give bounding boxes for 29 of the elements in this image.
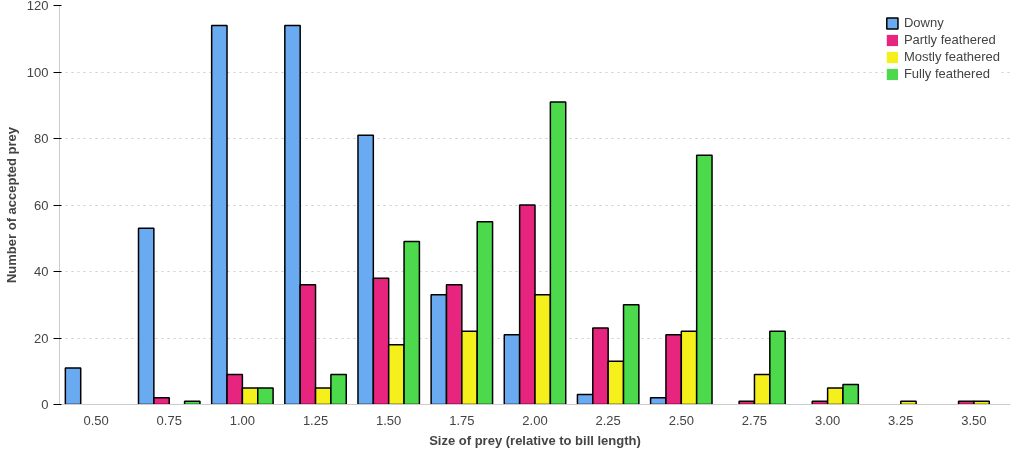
x-tick-label: 2.75 — [741, 412, 768, 428]
bar — [183, 400, 201, 405]
y-tick-label: 100 — [26, 64, 49, 80]
x-tick-label: 0.75 — [156, 412, 182, 428]
x-axis-title: Size of prey (relative to bill length) — [429, 432, 641, 448]
bar — [64, 367, 82, 405]
y-tick-label: 60 — [34, 197, 49, 213]
x-tick-label: 2.25 — [595, 412, 621, 428]
y-tick-label: 20 — [34, 330, 49, 346]
x-tick-label: 3.00 — [814, 412, 841, 428]
y-tick-label: 80 — [34, 131, 49, 146]
legend-label: Downy — [903, 15, 944, 30]
y-axis-title: Number of accepted prey — [3, 126, 19, 284]
legend-label: Fully feathered — [903, 66, 990, 81]
y-tick-label: 40 — [34, 264, 49, 279]
x-tick-label: 1.50 — [376, 412, 402, 428]
legend-label: Partly feathered — [903, 32, 996, 47]
bar — [900, 400, 917, 405]
x-tick-label: 2.00 — [522, 412, 548, 428]
y-tick-label: 120 — [26, 0, 49, 13]
x-tick-label: 3.25 — [888, 412, 914, 428]
x-tick-label: 1.75 — [449, 412, 475, 428]
x-tick-label: 1.00 — [229, 412, 256, 428]
x-tick-label: 0.50 — [83, 412, 109, 428]
x-tick-label: 3.50 — [961, 412, 987, 428]
x-tick-label: 2.50 — [668, 412, 694, 428]
x-tick-label: 1.25 — [302, 412, 329, 428]
y-tick-label: 0 — [41, 397, 49, 412]
legend-label: Mostly feathered — [903, 49, 1000, 64]
